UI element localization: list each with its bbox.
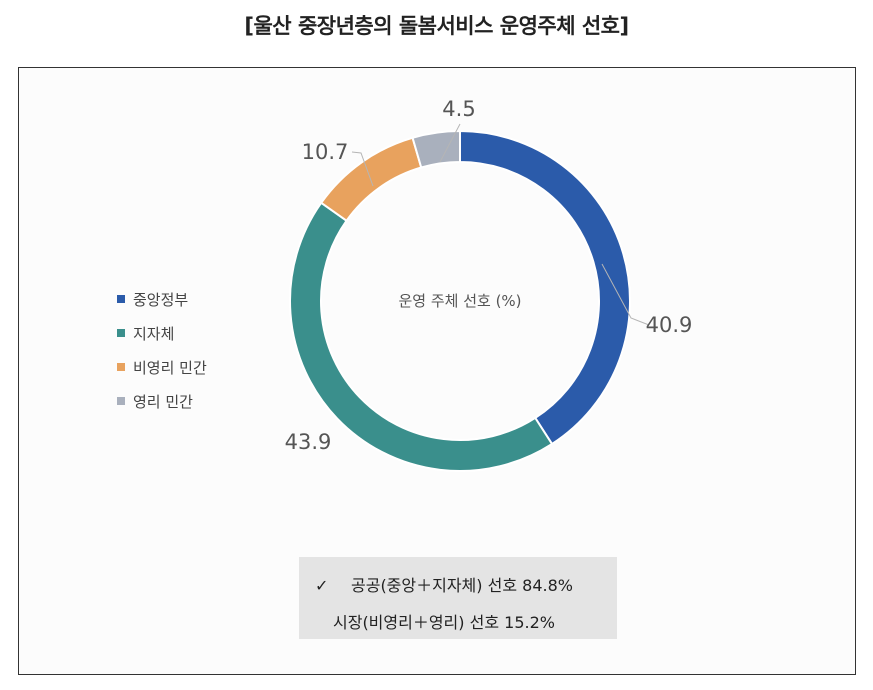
legend-swatch [117, 295, 125, 303]
leader-line-1 [601, 263, 650, 326]
legend-label: 비영리 민간 [133, 358, 207, 377]
center-label: 운영 주체 선호 (%) [398, 292, 521, 310]
check-icon: ✓ [315, 576, 329, 595]
page-title: [울산 중장년층의 돌봄서비스 운영주체 선호] [244, 14, 629, 38]
legend-swatch [117, 329, 125, 337]
data-label-4: 4.5 [442, 97, 475, 121]
summary-box: ✓ 공공(중앙＋지자체) 선호 84.8% 시장(비영리＋영리) 선호 15.2% [299, 557, 617, 639]
donut-slice-1 [459, 129, 631, 446]
summary-line1-text: 공공(중앙＋지자체) 선호 84.8% [351, 576, 573, 595]
data-label-3: 10.7 [302, 140, 349, 164]
summary-public-preference: ✓ 공공(중앙＋지자체) 선호 84.8% [315, 572, 573, 596]
donut-slice-4 [411, 129, 461, 169]
legend-item-2: 지자체 [117, 316, 207, 350]
legend-label: 중앙정부 [133, 290, 189, 309]
data-label-2: 43.9 [285, 430, 332, 454]
leader-line-4 [439, 123, 461, 163]
donut-chart: 40.9 43.9 10.7 4.5 운영 주체 선호 (%) [285, 97, 693, 472]
summary-market-preference: 시장(비영리＋영리) 선호 15.2% [333, 613, 555, 632]
legend-swatch [117, 363, 125, 371]
legend-item-3: 비영리 민간 [117, 350, 207, 384]
data-label-1: 40.9 [646, 313, 693, 337]
leader-line-3 [351, 151, 374, 187]
legend-swatch [117, 397, 125, 405]
legend-label: 영리 민간 [133, 392, 193, 411]
legend-label: 지자체 [133, 324, 175, 343]
legend-item-1: 중앙정부 [117, 282, 207, 316]
legend-item-4: 영리 민간 [117, 384, 207, 418]
